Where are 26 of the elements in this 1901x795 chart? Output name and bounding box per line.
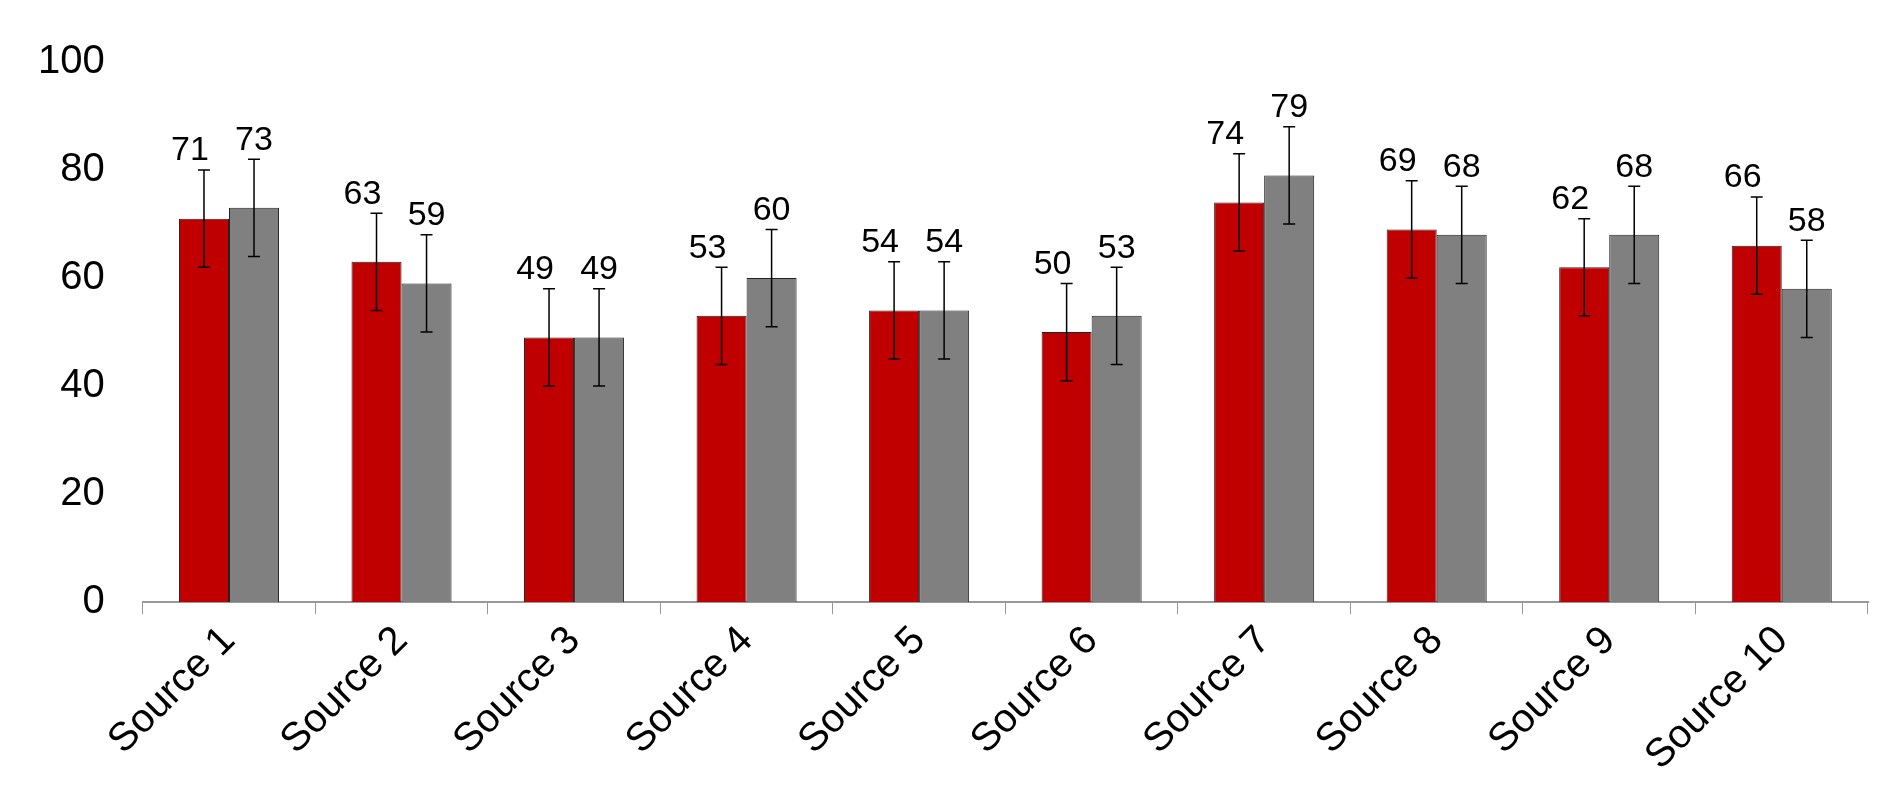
data-label: 68	[1615, 145, 1654, 184]
data-label: 54	[861, 221, 899, 260]
data-label: 54	[925, 221, 964, 260]
y-tick-label: 80	[60, 145, 105, 190]
data-label: 49	[516, 248, 554, 287]
data-label: 69	[1378, 140, 1417, 179]
data-label: 53	[1097, 226, 1136, 265]
data-label: 59	[407, 194, 446, 233]
data-label: 53	[688, 226, 727, 265]
y-tick-label: 40	[60, 361, 105, 406]
data-label: 63	[343, 172, 382, 211]
data-label: 71	[171, 129, 209, 168]
y-tick-label: 0	[82, 577, 105, 622]
y-tick-label: 20	[60, 469, 105, 514]
data-label: 79	[1270, 86, 1309, 125]
data-label: 73	[235, 118, 273, 157]
data-label: 58	[1787, 199, 1826, 238]
data-label: 62	[1551, 178, 1590, 217]
data-label: 60	[752, 188, 791, 227]
data-label: 49	[580, 248, 618, 287]
data-label: 74	[1206, 113, 1245, 152]
y-tick-label: 60	[60, 253, 105, 298]
data-label: 66	[1723, 156, 1762, 195]
y-tick-label: 100	[37, 37, 105, 82]
data-label: 50	[1033, 242, 1072, 281]
data-label: 68	[1442, 145, 1481, 184]
